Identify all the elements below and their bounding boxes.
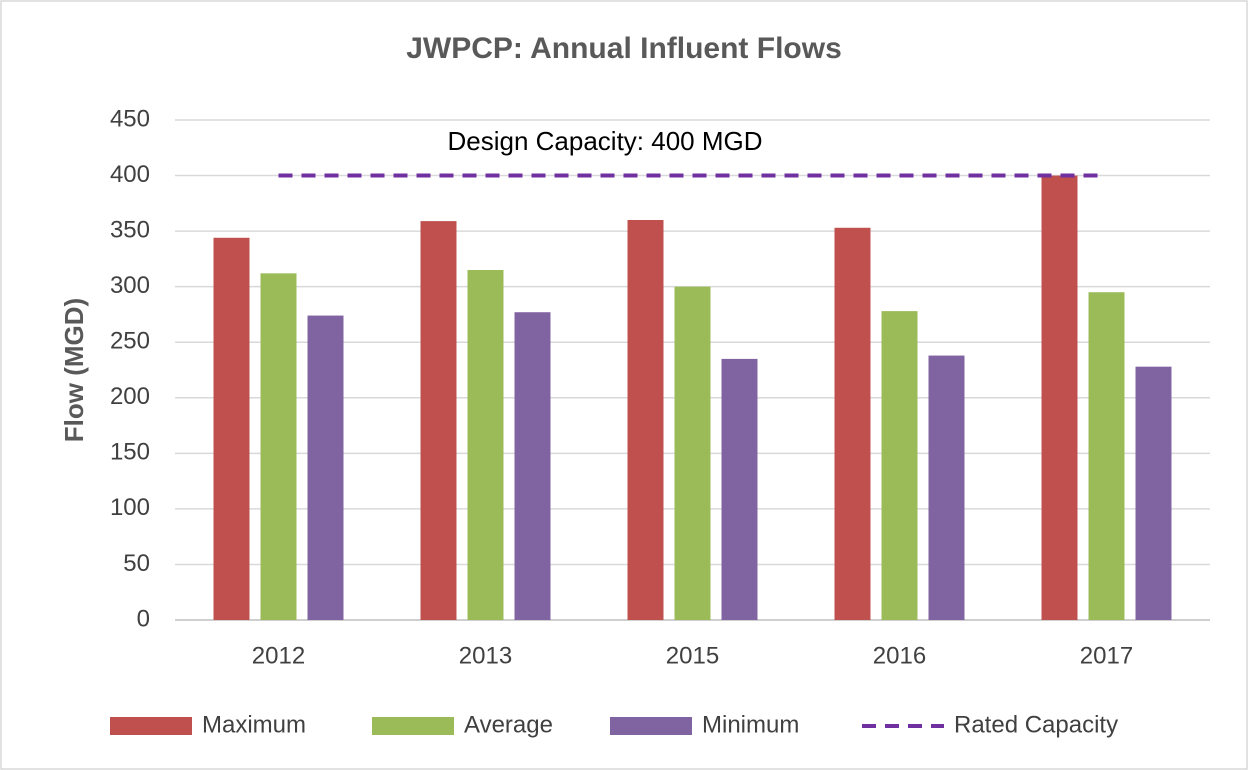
y-tick-label: 250: [110, 328, 150, 355]
legend-label: Rated Capacity: [954, 711, 1118, 738]
bar: [1088, 292, 1125, 620]
annotation: Design Capacity: 400 MGD: [447, 126, 762, 156]
legend-label: Maximum: [202, 711, 306, 738]
legend-swatch: [372, 717, 454, 735]
bar: [514, 312, 551, 620]
bar: [1135, 366, 1172, 620]
legend-label: Minimum: [702, 711, 799, 738]
bar: [721, 358, 758, 620]
bar: [1041, 175, 1078, 621]
y-tick-label: 50: [123, 550, 150, 577]
bar: [627, 220, 664, 620]
bar: [420, 221, 457, 620]
bar: [307, 315, 344, 620]
bar: [260, 273, 297, 620]
x-tick-label: 2012: [252, 642, 305, 669]
legend-swatch: [610, 717, 692, 735]
legend-label: Average: [464, 711, 553, 738]
y-tick-label: 0: [137, 605, 150, 632]
bar: [674, 286, 711, 620]
bar: [881, 311, 918, 620]
y-tick-label: 350: [110, 216, 150, 243]
x-tick-label: 2017: [1080, 642, 1133, 669]
x-tick-label: 2015: [666, 642, 719, 669]
bar: [213, 237, 250, 620]
x-tick-label: 2016: [873, 642, 926, 669]
x-tick-label: 2013: [459, 642, 512, 669]
legend-swatch: [110, 717, 192, 735]
bar: [928, 355, 965, 620]
y-tick-label: 450: [110, 105, 150, 132]
y-tick-label: 200: [110, 383, 150, 410]
y-axis-title: Flow (MGD): [59, 298, 89, 442]
y-tick-label: 400: [110, 161, 150, 188]
bar: [834, 227, 871, 620]
bar: [467, 270, 504, 620]
y-tick-label: 300: [110, 272, 150, 299]
y-tick-label: 100: [110, 494, 150, 521]
chart-title: JWPCP: Annual Influent Flows: [406, 32, 842, 65]
y-tick-label: 150: [110, 439, 150, 466]
